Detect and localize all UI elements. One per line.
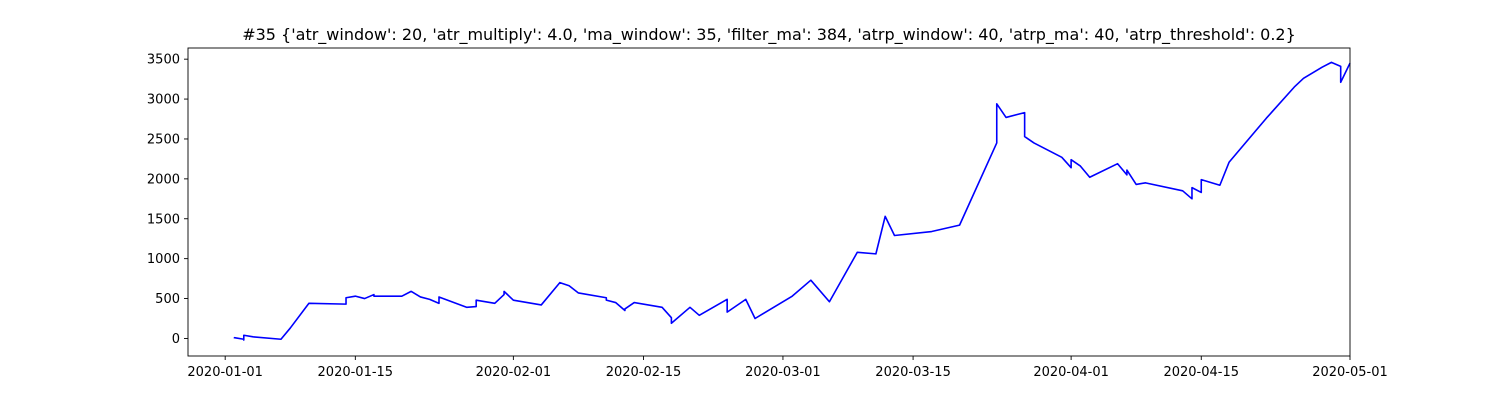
y-tick-label-1: 500 xyxy=(155,292,180,307)
y-tick-label-6: 3000 xyxy=(147,93,180,108)
x-tick-label-7: 2020-04-15 xyxy=(1163,365,1239,380)
x-tick-label-2: 2020-02-01 xyxy=(476,365,552,380)
y-tick-label-0: 0 xyxy=(172,332,180,347)
series-line-0 xyxy=(233,61,1351,341)
y-tick-label-7: 3500 xyxy=(147,53,180,68)
chart-title: #35 {'atr_window': 20, 'atr_multiply': 4… xyxy=(242,25,1296,45)
x-tick-label-3: 2020-02-15 xyxy=(606,365,682,380)
y-tick-label-3: 1500 xyxy=(147,212,180,227)
y-tick-label-5: 2500 xyxy=(147,132,180,147)
x-tick-label-5: 2020-03-15 xyxy=(875,365,951,380)
x-tick-label-8: 2020-05-01 xyxy=(1312,365,1388,380)
x-tick-label-0: 2020-01-01 xyxy=(187,365,263,380)
plot-frame xyxy=(187,47,1351,357)
y-tick-label-2: 1000 xyxy=(147,252,180,267)
x-tick-label-4: 2020-03-01 xyxy=(745,365,821,380)
x-tick-label-1: 2020-01-15 xyxy=(318,365,394,380)
y-tick-label-4: 2000 xyxy=(147,172,180,187)
x-tick-label-6: 2020-04-01 xyxy=(1033,365,1109,380)
plot-area: 2020-01-01 2020-01-15 2020-02-01 2020-02-15… xyxy=(147,47,1388,380)
